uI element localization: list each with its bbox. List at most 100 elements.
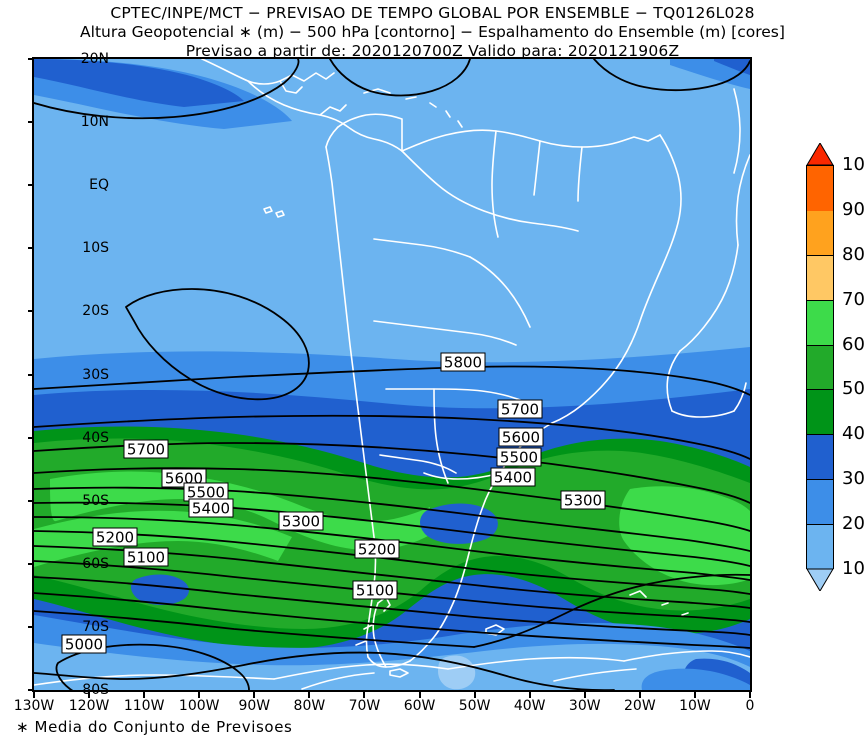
y-axis-label-20s: 20S	[82, 303, 109, 320]
contour-label: 5400	[192, 500, 230, 518]
y-axis-tick	[28, 436, 34, 439]
contour-label-box	[61, 634, 107, 654]
x-axis-label-0: 0	[745, 698, 755, 714]
contour-label-box	[560, 490, 606, 510]
colorbar-band-20-30	[807, 480, 833, 526]
contour-label: 5400	[494, 469, 532, 487]
chart-header: CPTEC/INPE/MCT − PREVISAO DE TEMPO GLOBA…	[0, 0, 865, 61]
header-line-validity: Previsao a partir de: 2020120700Z Valido…	[185, 42, 680, 60]
contour-label-box	[123, 547, 169, 567]
x-axis-label-90w: 90W	[238, 698, 271, 714]
x-axis-label-110w: 110W	[123, 698, 165, 714]
y-axis-tick	[28, 373, 34, 376]
y-axis-tick	[28, 310, 34, 313]
colorbar-min-arrow	[806, 568, 834, 591]
x-axis-label-50w: 50W	[458, 698, 491, 714]
x-axis-label-20w: 20W	[624, 698, 656, 714]
y-axis-label-40s: 40S	[82, 429, 109, 446]
x-axis-tick	[33, 692, 35, 698]
y-axis-label-30s: 30S	[82, 366, 109, 383]
y-axis-label-10s: 10S	[82, 240, 109, 257]
x-axis-label-80w: 80W	[293, 698, 326, 714]
colorbar-band-40-50	[807, 390, 833, 436]
x-axis-tick	[308, 692, 311, 698]
header-line-model: CPTEC/INPE/MCT − PREVISAO DE TEMPO GLOBA…	[110, 4, 755, 22]
y-axis-label-20n: 20N	[80, 51, 109, 67]
x-axis-tick	[749, 692, 751, 698]
x-axis-tick	[418, 692, 421, 698]
x-axis-label-70w: 70W	[348, 698, 381, 714]
x-axis-tick	[363, 692, 366, 698]
colorbar-label-70: 70	[842, 288, 865, 310]
y-axis-tick	[28, 247, 34, 250]
y-axis-label-eq: EQ	[89, 177, 109, 194]
colorbar-band-10-20	[807, 525, 833, 570]
colorbar-label-90: 90	[842, 198, 865, 220]
contour-label: 5500	[500, 449, 538, 467]
colorbar-label-30: 30	[842, 468, 865, 490]
colorbar-label-80: 80	[842, 243, 865, 265]
contour-label-box	[188, 498, 234, 518]
x-axis-tick	[638, 692, 641, 698]
colorbar-label-60: 60	[842, 333, 865, 355]
contour-label-box	[278, 511, 324, 531]
y-axis-label-50s: 50S	[82, 492, 109, 509]
colorbar-max-arrow	[806, 143, 834, 166]
colorbar-label-50: 50	[842, 378, 865, 400]
x-axis-label-60w: 60W	[403, 698, 436, 714]
colorbar-label-100: 100	[842, 154, 865, 175]
contour-label-box	[440, 352, 486, 372]
colorbar-band-30-40	[807, 435, 833, 481]
contour-label-box	[496, 447, 542, 467]
contour-label: 5100	[356, 582, 394, 600]
y-axis-tick	[28, 499, 34, 502]
contour-label-box	[497, 399, 543, 419]
colorbar-band-80-90	[807, 210, 833, 256]
x-axis-tick	[528, 692, 531, 698]
x-axis-label-30w: 30W	[568, 698, 601, 714]
header-line-variable: Altura Geopotencial ∗ (m) − 500 hPa [con…	[80, 23, 785, 41]
contour-label-box	[354, 539, 400, 559]
x-axis-tick	[693, 692, 696, 698]
y-axis-tick	[28, 562, 34, 565]
footnote-text: ∗ Media do Conjunto de Previsoes	[16, 718, 293, 736]
contour-label: 5600	[502, 429, 540, 447]
y-axis-tick	[28, 121, 34, 124]
contour-label: 5800	[444, 354, 482, 372]
colorbar: 10 20 30 40 50 60 70 80 90 100	[806, 143, 865, 591]
contour-label-box	[92, 527, 138, 547]
colorbar-band-70-80	[807, 255, 833, 301]
y-axis-tick	[28, 689, 34, 691]
colorbar-label-20: 20	[842, 513, 865, 535]
colorbar-band-60-70	[807, 300, 833, 346]
x-axis-tick	[253, 692, 256, 698]
contour-label: 5300	[564, 492, 602, 510]
map-canvas: 5800570056005500540053005700560055005400…	[34, 59, 750, 690]
contour-label: 5200	[96, 529, 134, 547]
x-axis-tick	[583, 692, 586, 698]
y-axis-tick	[28, 58, 34, 60]
contour-label-box	[123, 439, 169, 459]
y-axis-label-10n: 10N	[80, 114, 109, 131]
x-axis-label-10w: 10W	[679, 698, 711, 714]
colorbar-band-90-100	[807, 166, 833, 211]
x-axis-tick	[198, 692, 201, 698]
x-axis-tick	[473, 692, 476, 698]
x-axis-tick	[88, 692, 91, 698]
y-axis-label-70s: 70S	[82, 618, 109, 635]
contour-label-box	[352, 580, 398, 600]
y-axis-label-60s: 60S	[82, 555, 109, 572]
y-axis-tick	[28, 184, 34, 187]
contour-label-box	[490, 467, 536, 487]
contour-label: 5700	[501, 401, 539, 419]
colorbar-band-50-60	[807, 345, 833, 391]
colorbar-label-10: 10	[842, 558, 865, 579]
contour-label: 5100	[127, 549, 165, 567]
colorbar-label-40: 40	[842, 423, 865, 445]
x-axis-label-100w: 100W	[178, 698, 220, 714]
contour-label: 5300	[282, 513, 320, 531]
x-axis-label-40w: 40W	[513, 698, 546, 714]
map-plot-area: 5800 5700 5600 5500 5400 5300 5700 5600 5500 5400…	[32, 57, 752, 692]
x-axis-label-130w: 130W	[13, 698, 55, 714]
x-axis-tick	[143, 692, 146, 698]
